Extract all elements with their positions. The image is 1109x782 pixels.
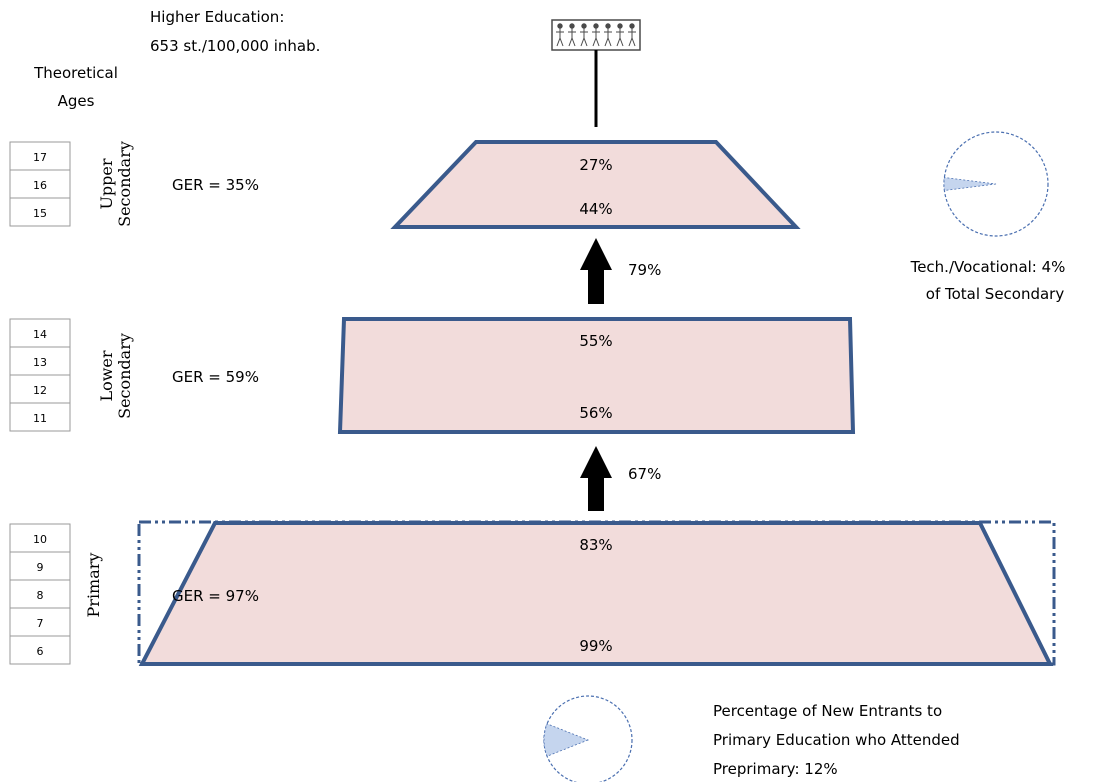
primary-label: Primary — [84, 553, 103, 618]
higher-education-title: Higher Education: — [150, 8, 284, 26]
age-14: 14 — [33, 328, 47, 341]
tech-vocational-line1: Tech./Vocational: 4% — [910, 258, 1066, 276]
primary-dashed-frame — [137, 520, 1056, 666]
age-13: 13 — [33, 356, 47, 369]
lower-secondary-ger: GER = 59% — [172, 368, 259, 386]
age-12: 12 — [33, 384, 47, 397]
age-15: 15 — [33, 207, 47, 220]
tech-vocational-line2: of Total Secondary — [926, 285, 1065, 303]
theoretical-ages-heading-line1: Theoretical — [33, 64, 118, 82]
lower-secondary-ages: 14 13 12 11 — [9, 318, 71, 432]
age-6: 6 — [37, 645, 44, 658]
preprimary-pie — [543, 695, 633, 782]
lower-secondary-top-value: 55% — [579, 332, 612, 350]
theoretical-ages-heading-line2: Ages — [58, 92, 95, 110]
upper-secondary-label: Upper Secondary — [97, 141, 134, 227]
upper-secondary-ages: 17 16 15 — [9, 141, 71, 227]
age-11: 11 — [33, 412, 47, 425]
age-9: 9 — [37, 561, 44, 574]
primary-bottom-value: 99% — [579, 637, 612, 655]
upper-secondary-top-value: 27% — [579, 156, 612, 174]
svg-text:Secondary: Secondary — [115, 333, 134, 419]
svg-text:Lower: Lower — [97, 350, 116, 401]
transition-lower-to-upper: 79% — [628, 261, 661, 279]
arrow-lower-to-upper-icon — [580, 238, 612, 304]
upper-secondary-trapezoid — [390, 140, 801, 229]
preprimary-slice — [543, 723, 590, 757]
age-17: 17 — [33, 151, 47, 164]
tech-vocational-pie — [943, 131, 1049, 237]
students-icon — [551, 19, 641, 51]
svg-text:Upper: Upper — [97, 158, 116, 209]
preprimary-line3: Preprimary: 12% — [713, 760, 838, 778]
preprimary-line2: Primary Education who Attended — [713, 731, 960, 749]
upper-secondary-bottom-value: 44% — [579, 200, 612, 218]
preprimary-line1: Percentage of New Entrants to — [713, 702, 942, 720]
tech-vocational-slice — [943, 177, 997, 191]
primary-ger: GER = 97% — [172, 587, 259, 605]
primary-ages: 10 9 8 7 6 — [9, 523, 71, 665]
age-7: 7 — [37, 617, 44, 630]
lower-secondary-bottom-value: 56% — [579, 404, 612, 422]
age-8: 8 — [37, 589, 44, 602]
higher-education-value: 653 st./100,000 inhab. — [150, 37, 320, 55]
primary-top-value: 83% — [579, 536, 612, 554]
arrow-primary-to-lower-icon — [580, 446, 612, 511]
age-16: 16 — [33, 179, 47, 192]
svg-text:Secondary: Secondary — [115, 141, 134, 227]
age-10: 10 — [33, 533, 47, 546]
lower-secondary-trapezoid — [337, 317, 856, 434]
transition-primary-to-lower: 67% — [628, 465, 661, 483]
lower-secondary-label: Lower Secondary — [97, 333, 134, 419]
upper-secondary-ger: GER = 35% — [172, 176, 259, 194]
